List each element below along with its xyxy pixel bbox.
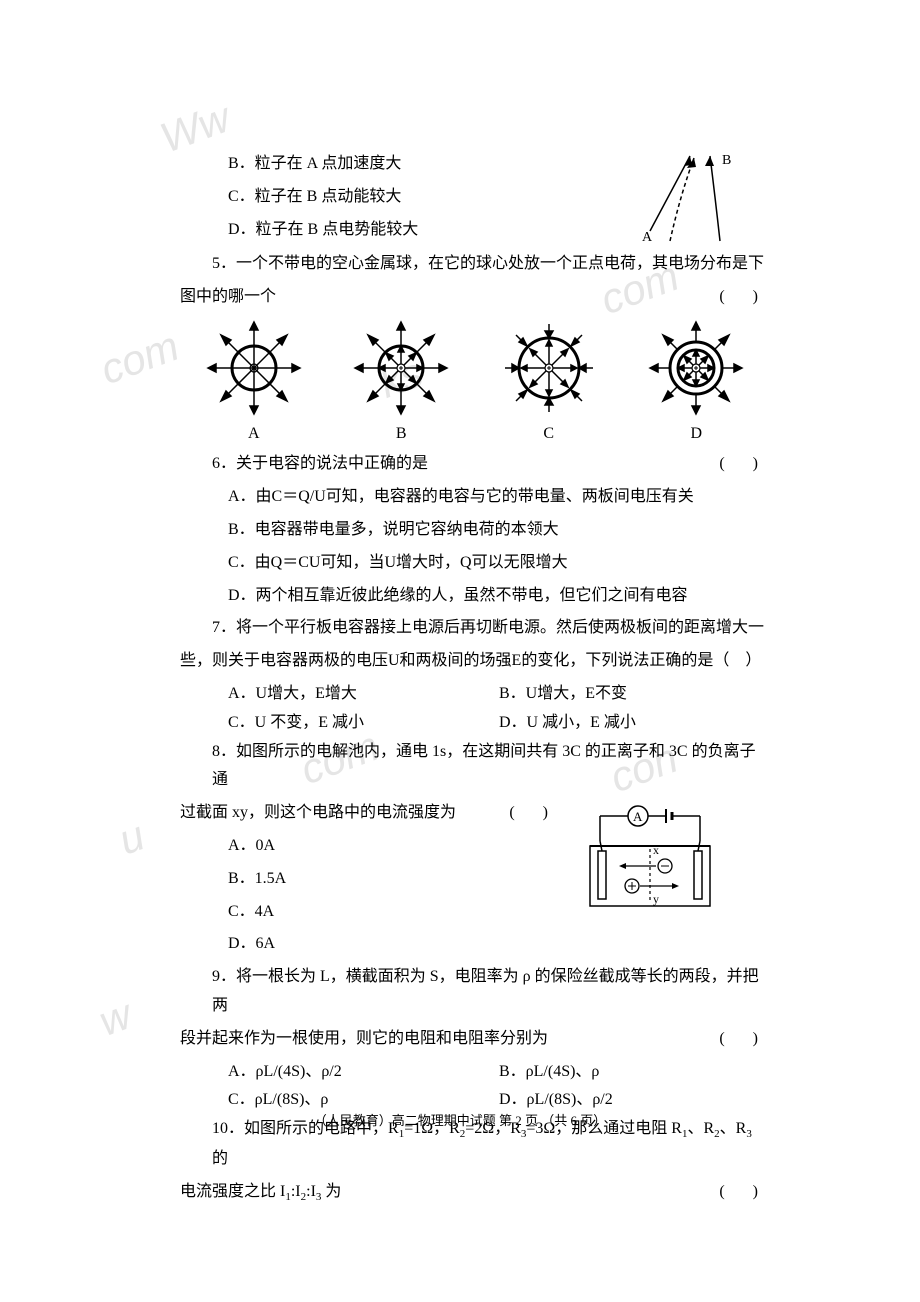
- q5-label-b: B: [346, 420, 456, 449]
- q6-stem: 6．关于电容的说法中正确的是 ( ): [180, 450, 770, 479]
- q6-option-d: D．两个相互靠近彼此绝缘的人，虽然不带电，但它们之间有电容: [180, 582, 770, 611]
- q7-stem-1: 7．将一个平行板电容器接上电源后再切断电源。然后使两极板间的距离增大一: [180, 614, 770, 643]
- page-content: A B B．粒子在 A 点加速度大 C．粒子在 B 点动能较大 D．粒子在 B …: [180, 150, 770, 1208]
- svg-text:y: y: [653, 892, 659, 906]
- q7-option-a: A．U增大，E增大: [180, 680, 499, 709]
- q9-stem-2-text: 段并起来作为一根使用，则它的电阻和电阻率分别为: [180, 1030, 548, 1047]
- answer-bracket: ( ): [719, 450, 770, 479]
- q5-fig-c: C: [494, 318, 604, 449]
- q9-stem-1: 9．将一根长为 L，横截面积为 S，电阻率为 ρ 的保险丝截成等长的两段，并把两: [180, 963, 770, 1021]
- q5-stem-2: 图中的哪一个 ( ): [180, 283, 770, 312]
- watermark: u: [108, 798, 156, 877]
- q9-option-c: C．ρL/(8S)、ρ: [180, 1086, 499, 1115]
- q8-option-d: D．6A: [180, 930, 770, 959]
- q5-label-c: C: [494, 420, 604, 449]
- watermark: w: [88, 977, 142, 1058]
- q5-stem-1: 5．一个不带电的空心金属球，在它的球心处放一个正点电荷，其电场分布是下: [180, 250, 770, 279]
- answer-bracket: ( ): [719, 1025, 770, 1054]
- q5-fig-d: D: [641, 318, 751, 449]
- q5-stem-2-text: 图中的哪一个: [180, 288, 276, 305]
- q6-option-b: B．电容器带电量多，说明它容纳电荷的本领大: [180, 516, 770, 545]
- answer-bracket: ( ): [509, 799, 560, 828]
- q5-figures: A: [180, 318, 770, 449]
- q6-stem-text: 6．关于电容的说法中正确的是: [212, 455, 428, 472]
- fig-label-b: B: [722, 153, 731, 168]
- q10-stem-1: 10．如图所示的电路中，R1=1Ω，R2=2Ω，R3=3Ω，那么通过电阻 R1、…: [180, 1115, 770, 1174]
- q9-option-b: B．ρL/(4S)、ρ: [499, 1058, 770, 1087]
- answer-bracket: ( ): [719, 283, 770, 312]
- q5-label-d: D: [641, 420, 751, 449]
- q9-stem-2: 段并起来作为一根使用，则它的电阻和电阻率分别为 ( ): [180, 1025, 770, 1054]
- answer-bracket: ( ): [719, 1178, 770, 1207]
- q7-option-d: D．U 减小，E 减小: [499, 709, 770, 738]
- q7-option-b: B．U增大，E不变: [499, 680, 770, 709]
- q10-stem-2: 电流强度之比 I1:I2:I3 为 ( ): [180, 1178, 770, 1208]
- svg-text:A: A: [633, 809, 643, 824]
- q6-option-a: A．由C＝Q/U可知，电容器的电容与它的带电量、两板间电压有关: [180, 483, 770, 512]
- q7-stem-2: 些，则关于电容器两极的电压U和两极间的场强E的变化，下列说法正确的是（ ）: [180, 647, 770, 676]
- q8-stem-1: 8．如图所示的电解池内，通电 1s，在这期间共有 3C 的正离子和 3C 的负离…: [180, 738, 770, 796]
- q9-option-d: D．ρL/(8S)、ρ/2: [499, 1086, 770, 1115]
- q6-option-c: C．由Q＝CU可知，当U增大时，Q可以无限增大: [180, 549, 770, 578]
- q5-label-a: A: [199, 420, 309, 449]
- watermark: com: [89, 309, 189, 407]
- q5-fig-b: B: [346, 318, 456, 449]
- fig-label-a: A: [642, 230, 653, 245]
- q9-option-a: A．ρL/(4S)、ρ/2: [180, 1058, 499, 1087]
- q8-stem-2-text: 过截面 xy，则这个电路中的电流强度为: [180, 804, 456, 821]
- svg-text:x: x: [653, 843, 659, 857]
- q7-option-c: C．U 不变，E 减小: [180, 709, 499, 738]
- q4-figure: A B: [620, 146, 760, 246]
- q8-figure: A x y: [570, 801, 730, 916]
- q5-fig-a: A: [199, 318, 309, 449]
